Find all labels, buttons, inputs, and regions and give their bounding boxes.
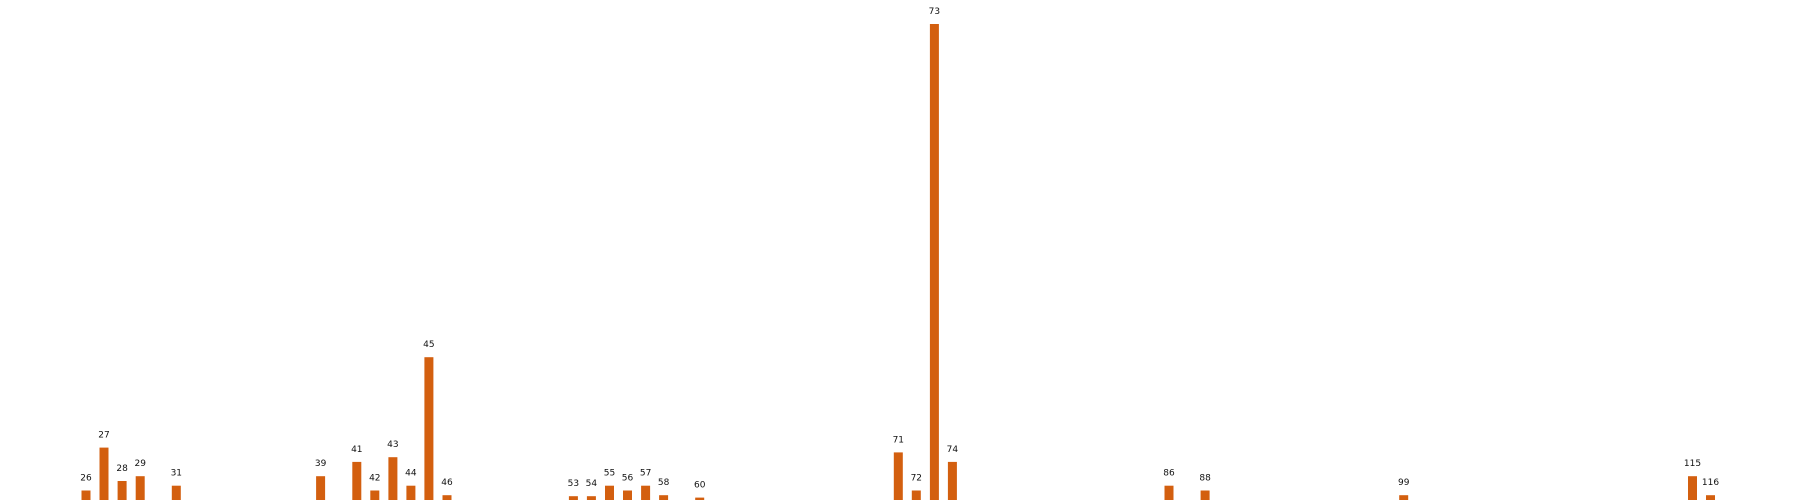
bar-label-26: 26 — [80, 474, 92, 484]
bar-54 — [586, 496, 596, 500]
bar-88 — [1200, 490, 1210, 500]
bar-label-28: 28 — [116, 464, 128, 474]
bar-55 — [605, 485, 614, 500]
bar-72 — [911, 490, 921, 500]
bar-58 — [659, 495, 669, 500]
bar-57 — [641, 485, 651, 500]
bar-28 — [117, 481, 127, 500]
bar-label-55: 55 — [604, 469, 615, 479]
bar-60 — [695, 497, 705, 500]
bar-99 — [1399, 495, 1409, 500]
bar-label-39: 39 — [315, 459, 327, 469]
bar-label-57: 57 — [640, 469, 651, 479]
bar-label-44: 44 — [405, 469, 417, 479]
bar-label-56: 56 — [622, 474, 634, 484]
bar-43 — [388, 457, 398, 500]
bar-116 — [1706, 495, 1715, 500]
bar-56 — [623, 490, 632, 500]
bar-label-29: 29 — [134, 459, 146, 469]
bar-53 — [568, 496, 578, 500]
bar-label-74: 74 — [947, 445, 959, 455]
bar-label-31: 31 — [171, 469, 182, 479]
bar-label-54: 54 — [586, 479, 598, 489]
bar-label-116: 116 — [1702, 478, 1719, 488]
bar-27 — [99, 447, 109, 500]
bar-44 — [406, 485, 416, 500]
bar-42 — [370, 490, 380, 500]
bar-86 — [1164, 485, 1174, 500]
bar-label-99: 99 — [1398, 478, 1410, 488]
bar-label-41: 41 — [351, 445, 362, 455]
bar-label-46: 46 — [441, 478, 453, 488]
bar-115 — [1688, 476, 1697, 500]
bar-71 — [893, 452, 903, 500]
bar-label-53: 53 — [568, 479, 579, 489]
bar-29 — [135, 476, 145, 500]
bar-label-42: 42 — [369, 474, 380, 484]
bar-label-58: 58 — [658, 478, 670, 488]
bar-39 — [316, 476, 326, 500]
bar-26 — [81, 490, 91, 500]
bar-31 — [171, 485, 181, 500]
bar-label-45: 45 — [423, 340, 434, 350]
bar-label-88: 88 — [1199, 474, 1211, 484]
bar-label-60: 60 — [694, 481, 706, 491]
bar-45 — [424, 357, 434, 500]
bar-label-72: 72 — [911, 474, 922, 484]
bar-73 — [929, 24, 939, 500]
bar-label-115: 115 — [1684, 459, 1701, 469]
bar-label-27: 27 — [98, 431, 109, 441]
bar-label-73: 73 — [929, 7, 940, 17]
bar-74 — [947, 461, 957, 500]
bar-label-71: 71 — [893, 435, 904, 445]
bar-41 — [352, 461, 362, 500]
bar-label-43: 43 — [387, 440, 398, 450]
bar-46 — [442, 495, 452, 500]
bar-label-86: 86 — [1163, 469, 1175, 479]
